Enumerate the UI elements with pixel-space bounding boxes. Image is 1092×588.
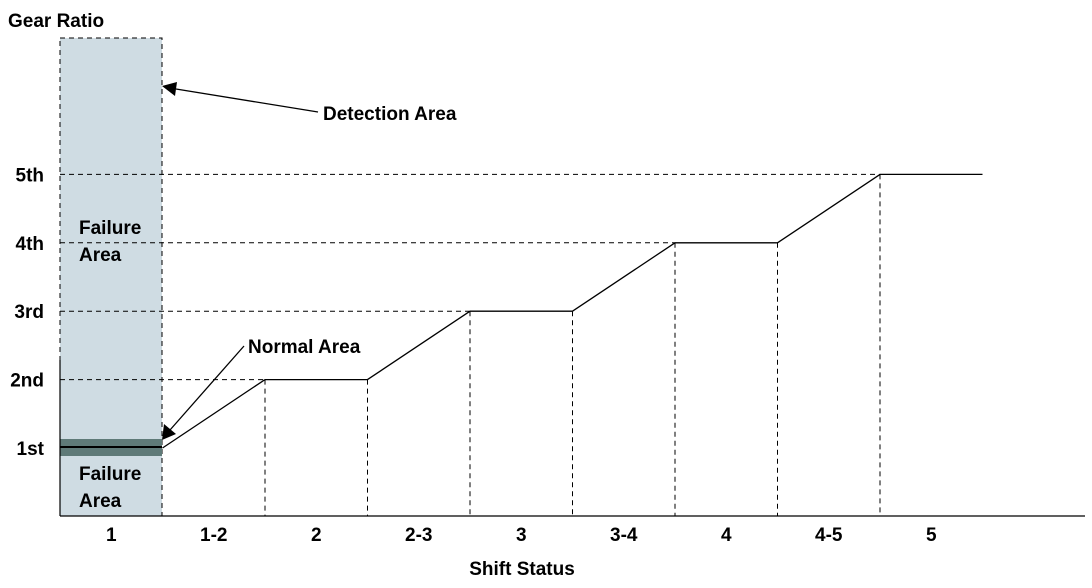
x-tick-label-4-5: 4-5 xyxy=(815,525,843,546)
y-tick-label-4th: 4th xyxy=(16,234,45,255)
y-tick-label-1st: 1st xyxy=(17,439,45,460)
series-segment-3-to-3-4 xyxy=(572,242,676,312)
x-tick-label-1-2: 1-2 xyxy=(200,525,227,546)
x-tick-label-3: 3 xyxy=(516,525,527,546)
x-tick-label-1: 1 xyxy=(106,525,117,546)
series-layer xyxy=(162,173,983,449)
normal-area-arrow-line xyxy=(169,345,245,431)
failure-area-lower-label-line1: Failure xyxy=(79,464,141,485)
series-segment-1-to-1-2 xyxy=(162,379,266,449)
x-axis-title: Shift Status xyxy=(469,559,575,580)
x-tick-label-3-4: 3-4 xyxy=(610,525,638,546)
normal-area-arrow-head xyxy=(162,424,176,440)
y-tick-label-5th: 5th xyxy=(16,165,45,186)
detection-area-region xyxy=(59,37,163,517)
y-axis-title: Gear Ratio xyxy=(8,11,104,32)
x-tick-label-4: 4 xyxy=(721,525,732,546)
detection-area-arrow-head xyxy=(162,82,177,96)
x-tick-labels: 1 1-2 2 2-3 3 3-4 4 4-5 5 xyxy=(106,525,937,546)
failure-area-lower-label-line2: Area xyxy=(79,491,122,512)
detection-area-arrow-line xyxy=(175,88,319,113)
series-segment-4-to-4-5 xyxy=(777,173,881,244)
y-tick-label-2nd: 2nd xyxy=(10,371,44,392)
x-tick-label-2: 2 xyxy=(311,525,322,546)
failure-area-upper-label-line2: Area xyxy=(79,245,122,266)
y-tick-labels: 1st 2nd 3rd 4th 5th xyxy=(10,165,44,460)
x-tick-label-2-3: 2-3 xyxy=(405,525,432,546)
detection-area-label: Detection Area xyxy=(323,104,457,125)
series-segment-2-to-2-3 xyxy=(367,310,471,381)
x-tick-label-5: 5 xyxy=(926,525,937,546)
failure-area-upper-label-line1: Failure xyxy=(79,218,141,239)
guide-lines xyxy=(60,173,881,516)
y-tick-label-3rd: 3rd xyxy=(14,302,44,323)
normal-area-label: Normal Area xyxy=(248,337,361,358)
